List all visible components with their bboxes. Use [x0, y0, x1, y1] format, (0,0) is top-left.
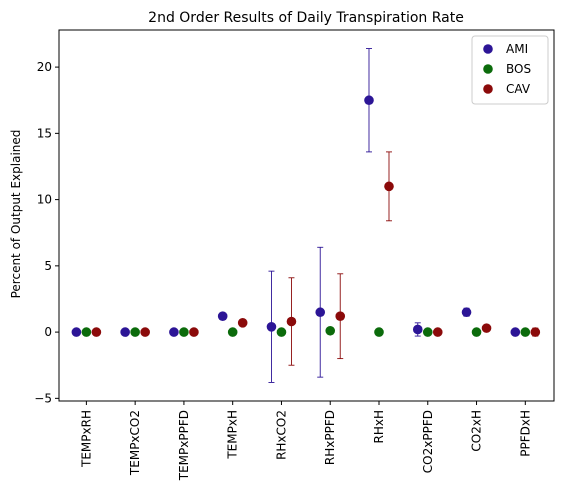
- point-ami-9: [510, 327, 521, 337]
- x-tick-label: RHxCO2: [274, 410, 288, 460]
- x-tick-label: TEMPxPPFD: [177, 410, 191, 481]
- x-tick-label: RHxH: [372, 410, 386, 444]
- x-tick-label: TEMPxCO2: [128, 410, 142, 476]
- point-cav-4: [286, 316, 297, 327]
- legend-item-ami: AMI: [483, 42, 528, 56]
- legend-label: CAV: [506, 82, 531, 96]
- point-cav-5: [335, 311, 346, 322]
- point-ami-6: [364, 95, 374, 106]
- point-ami-5: [315, 307, 326, 318]
- y-tick-label: 20: [37, 60, 52, 74]
- x-tick-label: TEMPxRH: [79, 410, 93, 468]
- point-cav-0: [91, 327, 102, 337]
- point-bos-9: [520, 327, 531, 337]
- legend-item-bos: BOS: [483, 62, 531, 76]
- point-bos-2: [179, 327, 189, 337]
- legend-marker: [483, 44, 493, 54]
- y-tick-label: −5: [34, 391, 52, 405]
- point-ami-4: [266, 322, 277, 332]
- point-bos-5: [325, 325, 336, 336]
- point-cav-1: [140, 327, 150, 337]
- legend-item-cav: CAV: [483, 82, 531, 96]
- point-bos-3: [227, 327, 238, 337]
- point-ami-3: [217, 311, 228, 322]
- point-cav-2: [189, 327, 199, 337]
- plot-frame: [58, 29, 555, 402]
- point-cav-9: [530, 327, 541, 337]
- legend-label: BOS: [506, 62, 531, 76]
- point-bos-1: [130, 327, 140, 337]
- x-tick-label: CO2xH: [470, 410, 484, 452]
- x-tick-label: CO2xPPFD: [421, 410, 435, 473]
- point-cav-6: [384, 181, 394, 192]
- point-ami-8: [461, 307, 472, 318]
- x-tick-label: RHxPPFD: [323, 410, 337, 465]
- chart-title: 2nd Order Results of Daily Transpiration…: [148, 10, 464, 26]
- point-ami-0: [71, 327, 82, 337]
- legend-label: AMI: [506, 42, 528, 56]
- y-tick-label: 15: [37, 126, 52, 140]
- point-cav-7: [432, 327, 443, 337]
- legend-marker: [483, 84, 493, 94]
- x-tick-label: PPFDxH: [518, 410, 532, 457]
- x-tick-label: TEMPxH: [226, 410, 240, 460]
- legend-marker: [483, 64, 493, 74]
- y-tick-label: 10: [37, 193, 52, 207]
- plot-area: [58, 29, 555, 402]
- point-bos-4: [276, 327, 287, 337]
- y-axis-label: Percent of Output Explained: [9, 130, 23, 299]
- point-ami-2: [169, 327, 179, 337]
- point-bos-7: [422, 327, 433, 337]
- point-bos-6: [374, 327, 384, 337]
- x-axis: TEMPxRH TEMPxCO2 TEMPxPPFD TEMPxH RHxCO2 RHxP…: [79, 401, 532, 481]
- point-cav-3: [237, 318, 248, 328]
- point-ami-1: [120, 327, 130, 337]
- point-ami-7: [412, 324, 423, 335]
- y-tick-label: 0: [44, 325, 52, 339]
- legend: AMI BOS CAV: [471, 35, 549, 105]
- y-tick-label: 5: [44, 259, 52, 273]
- point-cav-8: [481, 323, 492, 333]
- point-bos-0: [81, 327, 92, 337]
- point-bos-8: [471, 327, 482, 337]
- y-axis: −5 0 5 10 15 20: [34, 60, 59, 405]
